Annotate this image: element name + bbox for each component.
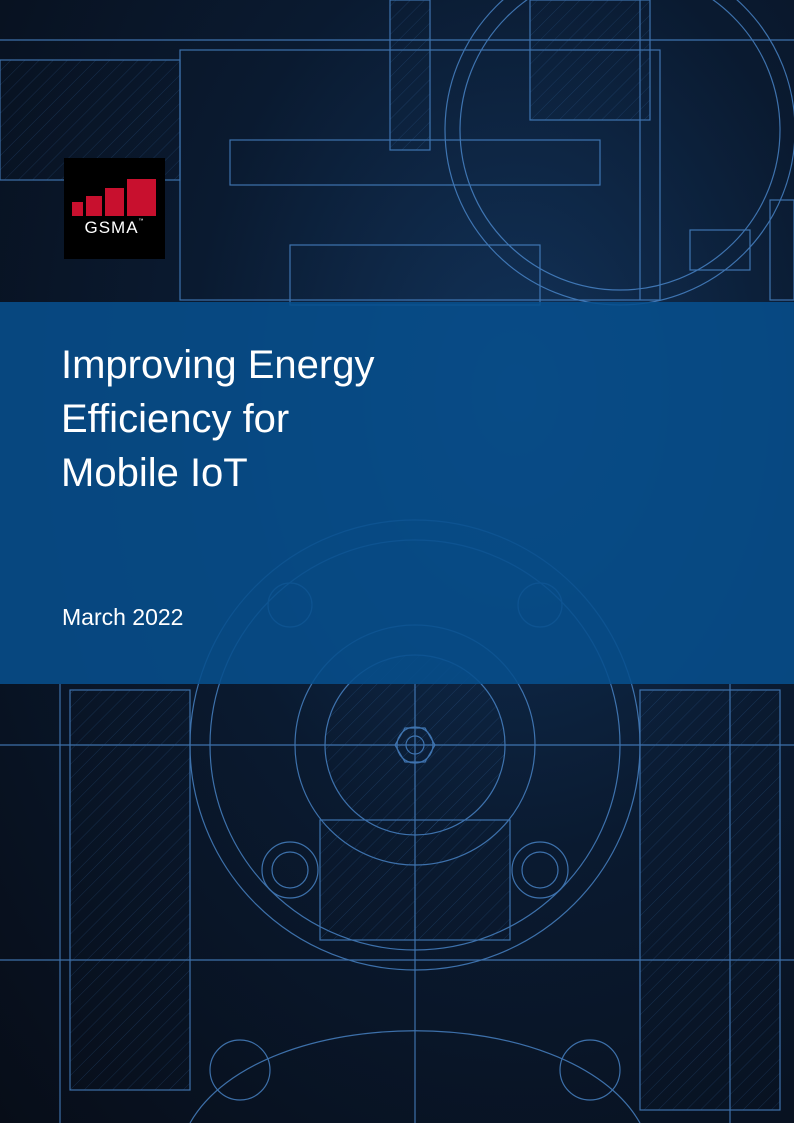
logo-trademark: ™ [138, 218, 145, 224]
gsma-logo: GSMA™ [64, 158, 165, 259]
title-band: Improving Energy Efficiency for Mobile I… [0, 302, 794, 684]
publication-date: March 2022 [62, 604, 184, 630]
title-line-2: Efficiency for [61, 397, 290, 441]
title-line-3: Mobile IoT [61, 451, 248, 495]
logo-text: GSMA [84, 218, 139, 237]
title-line-1: Improving Energy [61, 343, 375, 387]
report-title: Improving Energy Efficiency for Mobile I… [61, 338, 541, 500]
gsma-wordmark: GSMA™ [64, 218, 165, 238]
gsma-bars-icon [72, 179, 156, 216]
